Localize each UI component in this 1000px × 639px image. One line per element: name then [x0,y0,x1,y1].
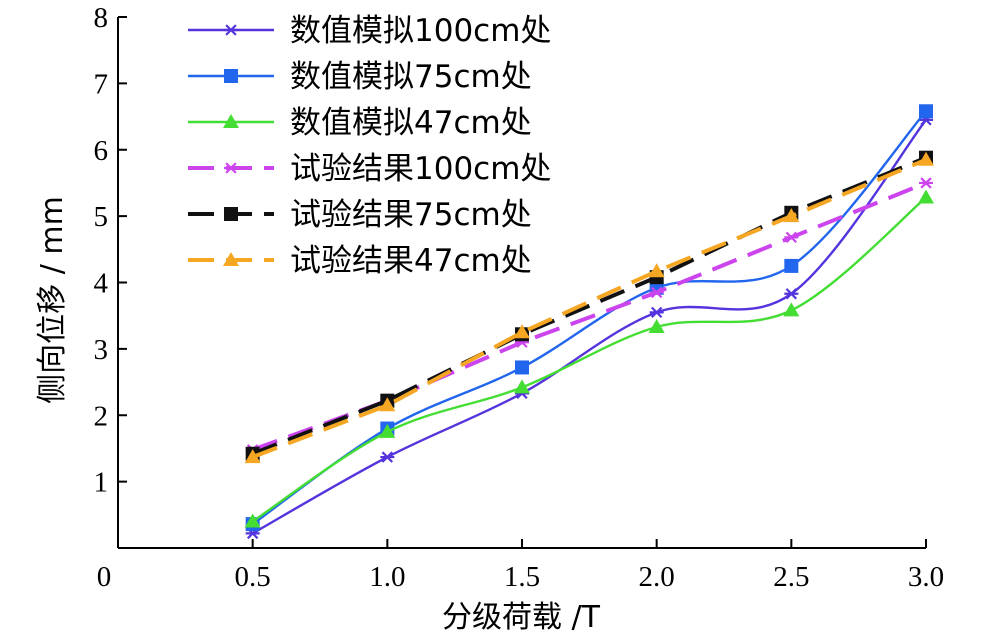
x-tick-label: 1.5 [504,561,540,593]
data-point [784,258,799,273]
data-point [784,231,799,244]
legend-label: 数值模拟100cm处 [290,13,551,49]
series-6 [244,151,934,464]
series-line [251,155,927,456]
x-tick-label: 2.5 [773,561,809,593]
data-point [379,423,396,438]
y-axis-title: 侧向位移 / mm [35,196,70,404]
series-line [251,110,927,526]
x-tick-label: 0 [97,561,112,593]
legend-marker [224,69,238,83]
y-tick-label: 1 [94,467,109,499]
series-line [252,119,927,535]
legend-label: 数值模拟47cm处 [290,105,532,141]
data-point [649,286,664,299]
x-tick-label: 0.5 [235,561,271,593]
data-point [380,451,395,463]
series-3 [244,189,934,528]
y-tick-label: 3 [94,334,109,366]
data-point [649,306,664,319]
data-point [918,189,934,204]
legend-marker [224,207,238,221]
x-tick-label: 1.0 [369,561,405,593]
legend-marker [223,114,239,128]
series-line [252,196,927,523]
data-point [379,397,396,412]
data-point [515,360,529,375]
y-tick-label: 4 [94,268,109,300]
data-point [919,104,933,119]
series-layer [244,104,934,540]
data-point [648,318,665,333]
series-line [251,157,927,459]
y-tick-label: 2 [94,400,109,432]
data-point [244,513,261,528]
data-point [784,288,799,300]
series-2 [245,104,933,532]
data-point [919,177,933,189]
legend-marker [223,252,239,266]
data-point [783,302,800,317]
x-axis-title: 分级荷载 /T [442,600,601,635]
x-tick-label: 3.0 [908,561,944,593]
data-point [244,449,261,464]
data-point [783,208,800,223]
legend-marker [224,24,238,36]
ticks: 0 0.5 1.0 1.5 2.0 2.5 3.0 1 2 3 4 5 6 7 8 [94,2,945,593]
data-point [918,151,934,166]
data-point [514,324,530,339]
y-tick-label: 5 [94,201,109,233]
legend-label: 数值模拟75cm处 [290,59,532,95]
legend: 数值模拟100cm处数值模拟75cm处数值模拟47cm处试验结果100cm处试验… [188,13,551,279]
y-tick-label: 8 [94,2,109,34]
x-tick-label: 2.0 [639,561,675,593]
legend-marker [224,162,238,174]
legend-label: 试验结果47cm处 [290,243,532,279]
data-point [648,263,665,278]
y-tick-label: 6 [94,135,109,167]
y-tick-label: 7 [94,68,109,100]
legend-label: 试验结果100cm处 [290,151,551,187]
legend-label: 试验结果75cm处 [290,197,532,233]
data-point [514,379,530,394]
